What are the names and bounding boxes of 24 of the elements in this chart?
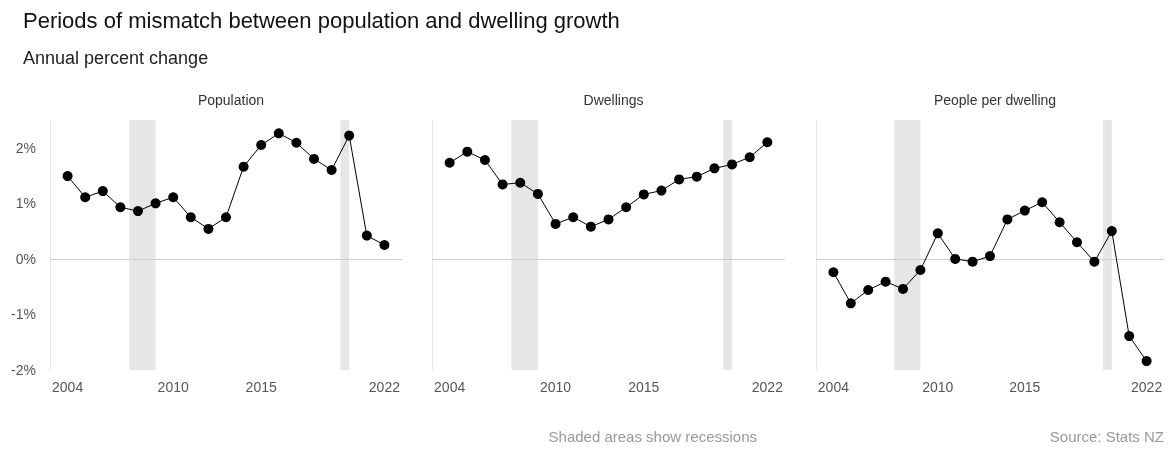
text: People per dwelling xyxy=(933,92,1057,108)
y-tick-label: -2% xyxy=(11,362,36,378)
y-tick-label: 1% xyxy=(15,195,36,212)
x-tick-label: 2010 xyxy=(157,379,189,395)
x-tick-label: 2004 xyxy=(434,379,466,395)
y-tick-label: -1% xyxy=(11,306,36,323)
series-label: Population xyxy=(197,92,265,108)
x-tick-label: 2022 xyxy=(368,379,401,395)
x-tick-label: 2004 xyxy=(52,379,84,395)
x-tick-label: 2022 xyxy=(751,379,784,395)
x-tick-label: 2015 xyxy=(245,379,277,395)
x-tick-label: 2010 xyxy=(539,379,572,395)
text: Dwellings xyxy=(583,92,644,108)
x-tick-label: 2015 xyxy=(1009,379,1041,395)
text: Shaded areas show recessions xyxy=(548,428,757,445)
x-tick-label: 2015 xyxy=(628,379,660,395)
x-tick-label: 2010 xyxy=(922,379,954,395)
source-note: Source: Stats NZ xyxy=(1049,428,1164,445)
chart-subtitle: Annual percent change xyxy=(23,48,209,69)
y-tick-label: 2% xyxy=(15,139,36,156)
chart-title: Periods of mismatch between population and dwelling growth xyxy=(23,8,620,34)
y-tick-label: 0% xyxy=(15,250,36,267)
x-tick-label: 2004 xyxy=(817,379,850,395)
x-tick-label: 2022 xyxy=(1131,379,1163,395)
